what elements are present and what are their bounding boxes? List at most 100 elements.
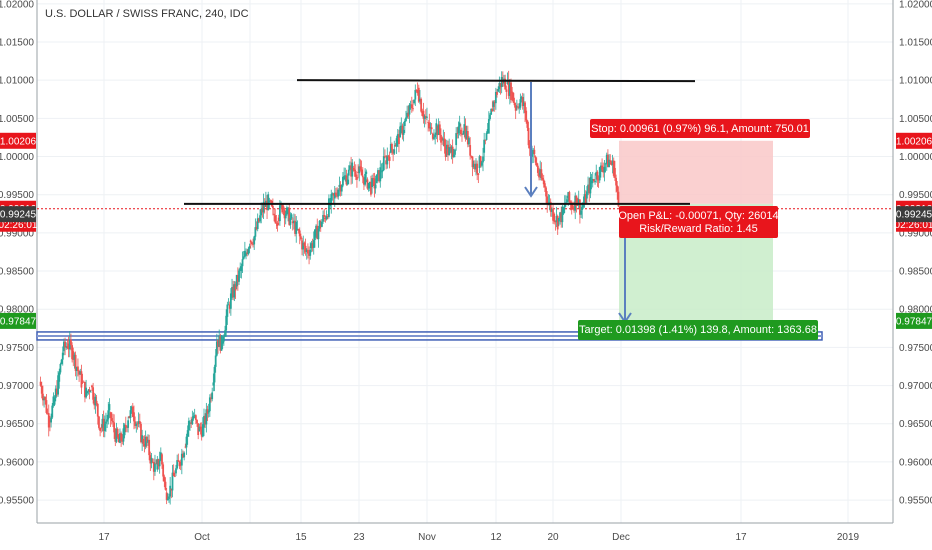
candle-body: [546, 196, 549, 204]
x-tick-label: 2019: [837, 532, 860, 543]
candle-body: [333, 192, 336, 199]
candle-body: [428, 122, 431, 129]
price-tag-left-text: 1.00206: [0, 136, 37, 147]
candle-body: [554, 221, 557, 223]
candle-body: [430, 127, 433, 130]
y-tick-label-left: 1.02000: [0, 0, 34, 10]
candle-body: [568, 192, 571, 202]
candle-body: [193, 415, 196, 417]
candle-body: [422, 110, 425, 119]
candle-body: [291, 221, 294, 224]
candle-body: [92, 387, 95, 400]
candle-body: [164, 481, 167, 490]
candle-body: [201, 424, 204, 437]
candle-body: [140, 423, 142, 443]
candle-body: [165, 492, 168, 500]
candle-body: [443, 138, 446, 147]
candle-body: [459, 129, 462, 135]
candle-body: [457, 126, 460, 134]
candle-body: [591, 178, 594, 181]
candle-body: [277, 217, 280, 222]
candle-body: [593, 178, 595, 182]
candle-body: [108, 404, 111, 411]
candle-body: [448, 147, 451, 156]
candle-body: [492, 101, 495, 107]
candle-body: [326, 215, 329, 217]
candle-body: [375, 174, 378, 184]
candle-body: [190, 422, 193, 425]
candle-body: [388, 156, 391, 161]
candle-body: [555, 215, 558, 223]
candle-body: [595, 171, 598, 176]
candle-body: [56, 388, 58, 395]
candle-body: [367, 183, 370, 189]
candle-body: [610, 162, 613, 165]
candle-body: [580, 210, 582, 215]
candle-body: [545, 187, 547, 197]
candle-body: [385, 160, 388, 165]
candle-body: [361, 175, 364, 178]
candle-body: [196, 419, 198, 424]
candle-body: [137, 421, 140, 424]
candle-body: [127, 420, 130, 428]
candle-body: [63, 341, 65, 352]
candle-body: [508, 82, 511, 96]
candle-body: [50, 417, 52, 423]
candle-body: [124, 424, 127, 428]
candle-body: [268, 200, 271, 203]
candle-body: [317, 228, 320, 240]
candle-body: [612, 160, 615, 176]
candle-body: [283, 209, 286, 219]
candle-body: [70, 339, 72, 346]
candle-body: [493, 101, 496, 104]
candle-body: [177, 460, 180, 462]
candle-body: [468, 138, 470, 145]
candle-body: [424, 116, 427, 118]
candle-body: [93, 399, 96, 406]
candle-body: [486, 129, 489, 134]
candle-body: [297, 228, 300, 231]
candle-body: [281, 204, 284, 213]
candle-body: [347, 169, 350, 176]
candle-body: [169, 485, 172, 497]
candle-body: [450, 146, 453, 153]
y-tick-label-right: 0.98500: [899, 267, 932, 278]
candle-body: [582, 204, 585, 208]
candle-body: [308, 253, 310, 256]
target-label-box: [578, 320, 818, 340]
candle-body: [107, 410, 110, 420]
candle-body: [442, 138, 445, 141]
candle-body: [142, 439, 145, 444]
candle-body: [157, 459, 160, 467]
candle-body: [378, 170, 381, 182]
y-tick-label-left: 0.96000: [0, 457, 34, 468]
candle-body: [311, 243, 314, 248]
candle-body: [236, 274, 239, 282]
candle-body: [414, 89, 417, 100]
candle-body: [480, 162, 483, 166]
price-tag-right: [896, 206, 932, 223]
y-tick-label-right: 0.98000: [899, 305, 932, 316]
candle-body: [594, 181, 596, 182]
candle-body: [314, 229, 316, 241]
price-tag-right: [896, 312, 932, 329]
candle-body: [187, 420, 190, 431]
candle-body: [204, 415, 207, 425]
candle-body: [381, 170, 384, 172]
candle-body: [191, 418, 194, 425]
candle-body: [510, 82, 512, 100]
price-tag-left: [0, 132, 36, 149]
candle-body: [220, 335, 223, 351]
candle-body: [322, 215, 324, 222]
candle-body: [469, 145, 472, 156]
candle-body: [217, 339, 219, 347]
candle-body: [380, 171, 383, 173]
candle-body: [506, 79, 509, 84]
candle-body: [208, 397, 211, 412]
candle-body: [143, 443, 146, 447]
candle-body: [156, 459, 159, 470]
candle-body: [102, 418, 105, 432]
y-tick-label-left: 0.95500: [0, 496, 34, 507]
candle-body: [560, 212, 563, 223]
